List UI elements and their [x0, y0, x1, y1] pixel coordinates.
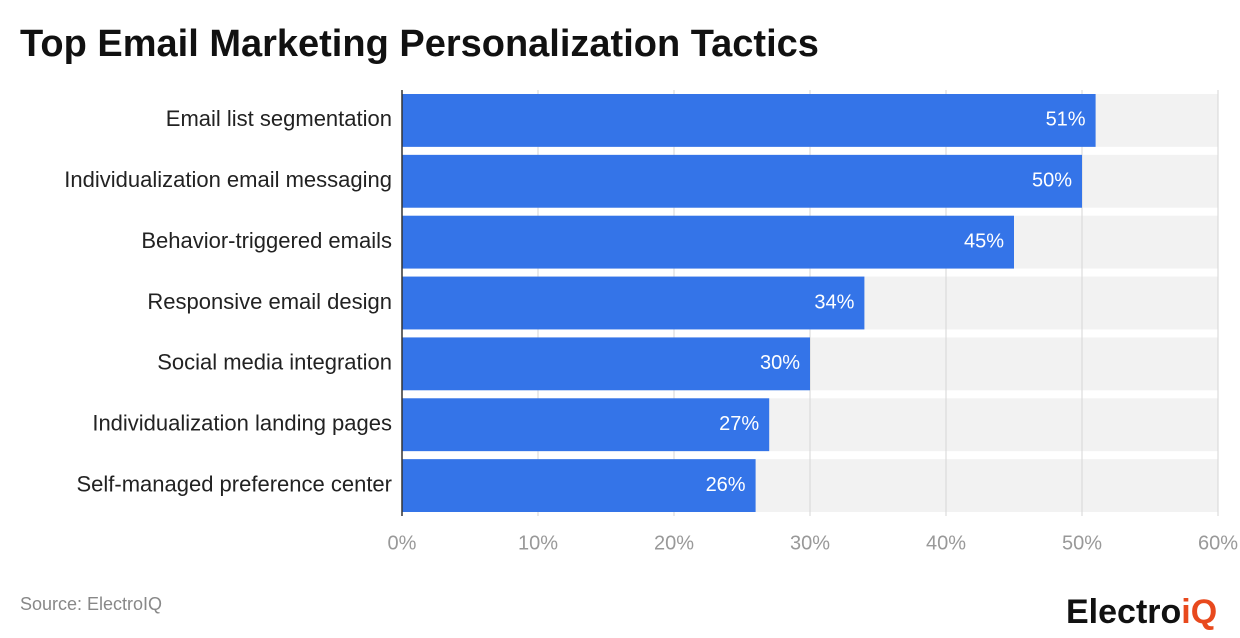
logo-main: Electro [1066, 593, 1181, 631]
value-label: 30% [760, 352, 800, 374]
bar [402, 398, 770, 452]
value-label: 45% [964, 230, 1004, 252]
value-label: 34% [814, 291, 854, 313]
y-tick-label: Behavior-triggered emails [141, 228, 392, 253]
x-tick-label: 20% [654, 532, 694, 554]
y-tick-label: Social media integration [157, 350, 392, 375]
x-tick-label: 10% [518, 532, 558, 554]
bar [402, 215, 1014, 269]
value-label: 26% [706, 474, 746, 496]
bar [402, 276, 865, 330]
value-label: 51% [1046, 109, 1086, 131]
source: Source: ElectroIQ [20, 594, 162, 614]
y-tick-label: Email list segmentation [166, 106, 392, 131]
bar [402, 337, 810, 391]
x-tick-label: 40% [926, 532, 966, 554]
bar [402, 459, 756, 512]
logo: ElectroiQ [1066, 593, 1217, 631]
value-label: 27% [719, 413, 759, 435]
x-tick-label: 60% [1198, 532, 1238, 554]
bar [402, 154, 1082, 208]
y-tick-label: Individualization email messaging [64, 167, 392, 192]
y-tick-label: Self-managed preference center [76, 471, 392, 496]
x-tick-label: 50% [1062, 532, 1102, 554]
chart-title: Top Email Marketing Personalization Tact… [20, 23, 819, 65]
y-tick-label: Responsive email design [147, 289, 392, 314]
bar [402, 94, 1096, 147]
value-label: 50% [1032, 170, 1072, 192]
logo-accent: iQ [1181, 593, 1217, 631]
x-tick-label: 30% [790, 532, 830, 554]
y-tick-label: Individualization landing pages [92, 411, 392, 436]
x-tick-label: 0% [388, 532, 417, 554]
